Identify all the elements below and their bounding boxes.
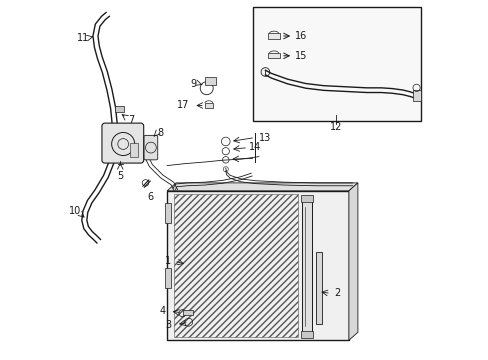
Text: 2: 2 <box>333 288 339 298</box>
Bar <box>302 200 311 333</box>
FancyBboxPatch shape <box>144 135 158 160</box>
Bar <box>204 103 212 108</box>
FancyBboxPatch shape <box>102 123 143 163</box>
Text: 17: 17 <box>177 100 189 111</box>
Text: 4: 4 <box>159 306 165 316</box>
Polygon shape <box>165 268 171 288</box>
Text: 15: 15 <box>294 51 306 61</box>
Bar <box>253 7 420 121</box>
Polygon shape <box>165 203 171 223</box>
Text: 6: 6 <box>147 192 153 202</box>
Polygon shape <box>348 183 357 340</box>
Text: 12: 12 <box>329 122 342 132</box>
Text: 13: 13 <box>258 132 270 143</box>
Text: 7: 7 <box>128 114 135 125</box>
Bar <box>316 252 322 324</box>
Bar <box>204 77 215 85</box>
Bar <box>267 53 279 58</box>
Text: 5: 5 <box>117 171 123 181</box>
Bar <box>301 331 313 338</box>
Bar <box>412 90 420 101</box>
Bar <box>167 191 348 340</box>
Text: 10: 10 <box>68 206 81 216</box>
Bar <box>130 143 138 157</box>
Text: 9: 9 <box>190 78 197 89</box>
Text: 16: 16 <box>294 31 306 41</box>
Polygon shape <box>167 183 357 191</box>
Text: 3: 3 <box>165 320 171 330</box>
Text: 11: 11 <box>77 33 89 43</box>
Bar <box>174 194 298 337</box>
Text: 8: 8 <box>157 128 163 138</box>
Bar <box>115 106 123 112</box>
Text: 1: 1 <box>164 256 170 266</box>
Bar <box>267 33 279 39</box>
Text: 14: 14 <box>248 142 261 152</box>
Bar <box>183 310 193 315</box>
Bar <box>301 195 313 202</box>
